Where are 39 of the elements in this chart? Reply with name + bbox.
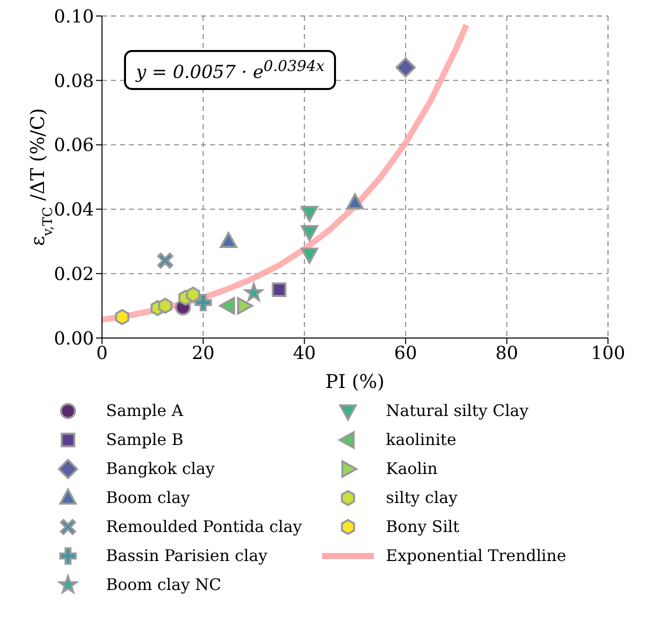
- point: [244, 283, 264, 301]
- point: [186, 286, 200, 303]
- point: [300, 206, 318, 222]
- legend-label: Remoulded Pontida clay: [106, 517, 302, 536]
- y-tick-label: 0.10: [54, 6, 94, 28]
- point: [396, 57, 416, 78]
- y-tick-label: 0.04: [54, 200, 94, 221]
- legend-label: Exponential Trendline: [386, 546, 566, 565]
- legend-label: Sample B: [106, 430, 184, 449]
- x-tick-label: 40: [292, 342, 316, 364]
- point: [158, 298, 172, 314]
- legend-label: Bangkok clay: [106, 459, 215, 478]
- point: [115, 309, 130, 326]
- legend-label: silty clay: [386, 488, 458, 507]
- x-tick-label: 0: [96, 342, 108, 364]
- point: [300, 225, 318, 242]
- legend-label: Natural silty Clay: [386, 401, 529, 420]
- legend-label: Boom clay: [106, 488, 190, 507]
- point: [219, 297, 236, 314]
- x-tick-label: 100: [590, 342, 626, 364]
- x-tick-label: 20: [192, 342, 215, 364]
- point: [157, 252, 174, 269]
- legend-label: Bony Silt: [386, 517, 460, 536]
- point: [272, 282, 286, 297]
- y-tick-label: 0.08: [54, 70, 94, 92]
- y-tick-label: 0.00: [54, 328, 94, 350]
- legend-label: Boom clay NC: [106, 575, 222, 594]
- x-axis-title: PI (%): [325, 371, 385, 393]
- legend-label: Kaolin: [386, 459, 438, 478]
- legend-label: kaolinite: [386, 430, 456, 449]
- x-tick-label: 80: [495, 342, 518, 364]
- point: [300, 248, 318, 264]
- y-tick-label: 0.02: [54, 264, 94, 285]
- point: [194, 294, 212, 312]
- annotation: y = 0.0057 · e$^{0.0394x}$: [124, 50, 336, 90]
- legend-label: Sample A: [106, 401, 184, 420]
- y-tick-label: 0.06: [54, 135, 94, 156]
- x-tick-label: 60: [394, 342, 418, 364]
- legend-label: Bassin Parisien clay: [106, 546, 268, 565]
